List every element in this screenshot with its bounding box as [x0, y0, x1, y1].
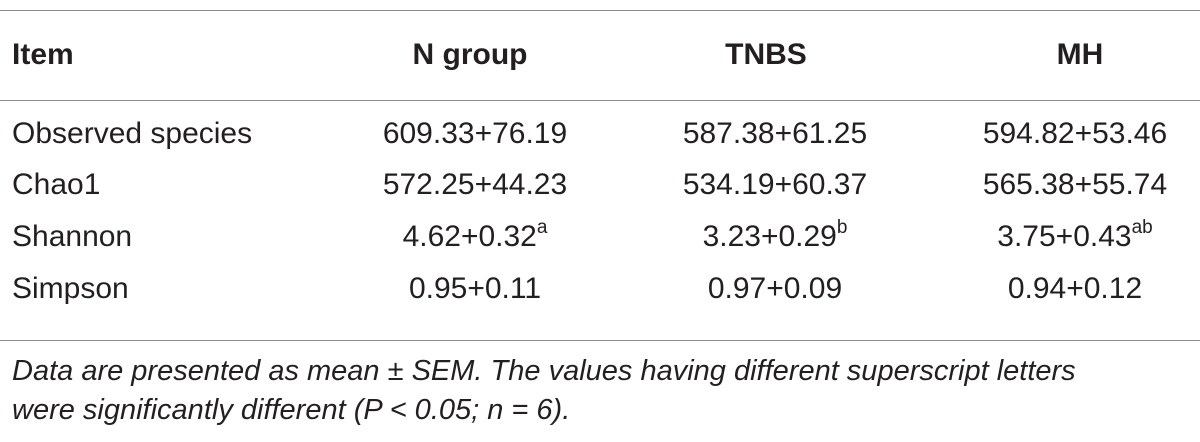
cell-mh: 0.94+0.12: [1007, 272, 1143, 305]
row-label: Shannon: [12, 220, 133, 253]
table-footnote: Data are presented as mean ± SEM. The va…: [12, 352, 1192, 430]
header-mh: MH: [1056, 38, 1104, 71]
table-bottom-rule: [0, 340, 1200, 341]
cell-tnbs: 587.38+61.25: [682, 117, 868, 150]
cell-mh: 3.75+0.43ab: [997, 217, 1153, 253]
cell-mh: 594.82+53.46: [982, 117, 1168, 150]
header-item: Item: [12, 38, 74, 71]
cell-n-group: 572.25+44.23: [382, 168, 568, 201]
table-top-rule: [0, 10, 1200, 11]
header-n-group: N group: [412, 38, 528, 71]
superscript-letter: a: [536, 217, 548, 238]
cell-n-group: 609.33+76.19: [382, 117, 568, 150]
table-header-rule: [0, 100, 1200, 101]
cell-tnbs: 534.19+60.37: [682, 168, 868, 201]
superscript-letter: ab: [1131, 217, 1153, 238]
superscript-letter: b: [836, 217, 848, 238]
row-label: Chao1: [12, 168, 101, 201]
row-label: Simpson: [12, 272, 129, 305]
header-tnbs: TNBS: [725, 38, 807, 71]
row-label: Observed species: [12, 117, 253, 150]
cell-tnbs: 3.23+0.29b: [702, 217, 848, 253]
cell-n-group: 4.62+0.32a: [402, 217, 548, 253]
footnote-line-1: Data are presented as mean ± SEM. The va…: [12, 355, 1076, 387]
footnote-line-2: were significantly different (P < 0.05; …: [12, 394, 571, 426]
cell-n-group: 0.95+0.11: [408, 272, 542, 305]
cell-tnbs: 0.97+0.09: [707, 272, 843, 305]
cell-mh: 565.38+55.74: [982, 168, 1168, 201]
